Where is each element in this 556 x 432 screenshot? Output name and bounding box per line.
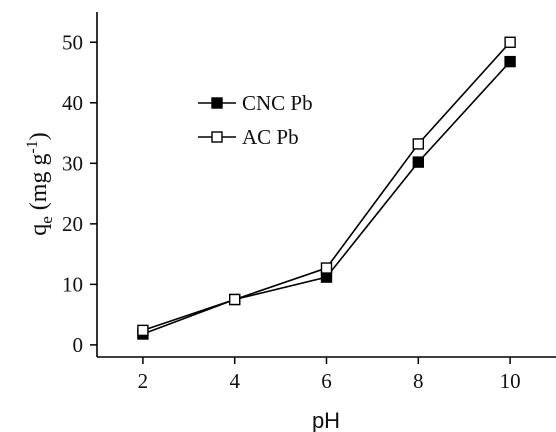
data-point-ac-pb [228,293,241,306]
legend-item-ac-pb: AC Pb [198,125,299,149]
x-tick-label: 4 [229,369,240,393]
axes [96,12,556,358]
y-tick-label: 0 [73,333,84,357]
y-axis-label-unit: (mg g [26,154,52,217]
y-tick-label: 10 [62,272,83,296]
ticks: 2 4 6 8 10 0 10 20 30 40 50 [62,30,521,393]
series-layer [137,36,516,340]
y-axis-label-main: q [26,224,52,236]
legend-marker [211,131,223,143]
y-axis-label: qe (mg g-1) [24,132,56,236]
data-point-ac-pb [320,262,333,274]
legend-item-cnc-pb: CNC Pb [198,91,313,115]
x-tick-label: 8 [413,369,424,393]
series-ac-pb [137,36,516,337]
x-tick-label: 6 [321,369,332,393]
x-tick-label: 2 [138,369,149,393]
y-tick-label: 40 [62,91,83,115]
data-point-ac-pb [412,138,424,150]
y-tick-label: 20 [62,212,83,236]
legend: CNC Pb AC Pb [198,91,313,149]
y-tick-label: 50 [62,30,83,54]
y-axis-label-superscript: -1 [24,140,41,153]
y-axis-label-unit-close: ) [26,132,52,140]
legend-marker [211,97,223,109]
y-axis-label-subscript: e [37,216,56,224]
legend-label: CNC Pb [242,91,313,115]
data-point-cnc-pb [412,156,424,168]
x-axis-label: pH [312,408,340,432]
y-tick-label: 30 [62,151,83,175]
data-point-cnc-pb [504,55,516,68]
data-point-ac-pb [137,324,149,337]
x-tick-label: 10 [500,369,521,393]
legend-label: AC Pb [242,125,299,149]
series-line-ac-pb [142,41,511,332]
data-point-ac-pb [504,36,516,48]
